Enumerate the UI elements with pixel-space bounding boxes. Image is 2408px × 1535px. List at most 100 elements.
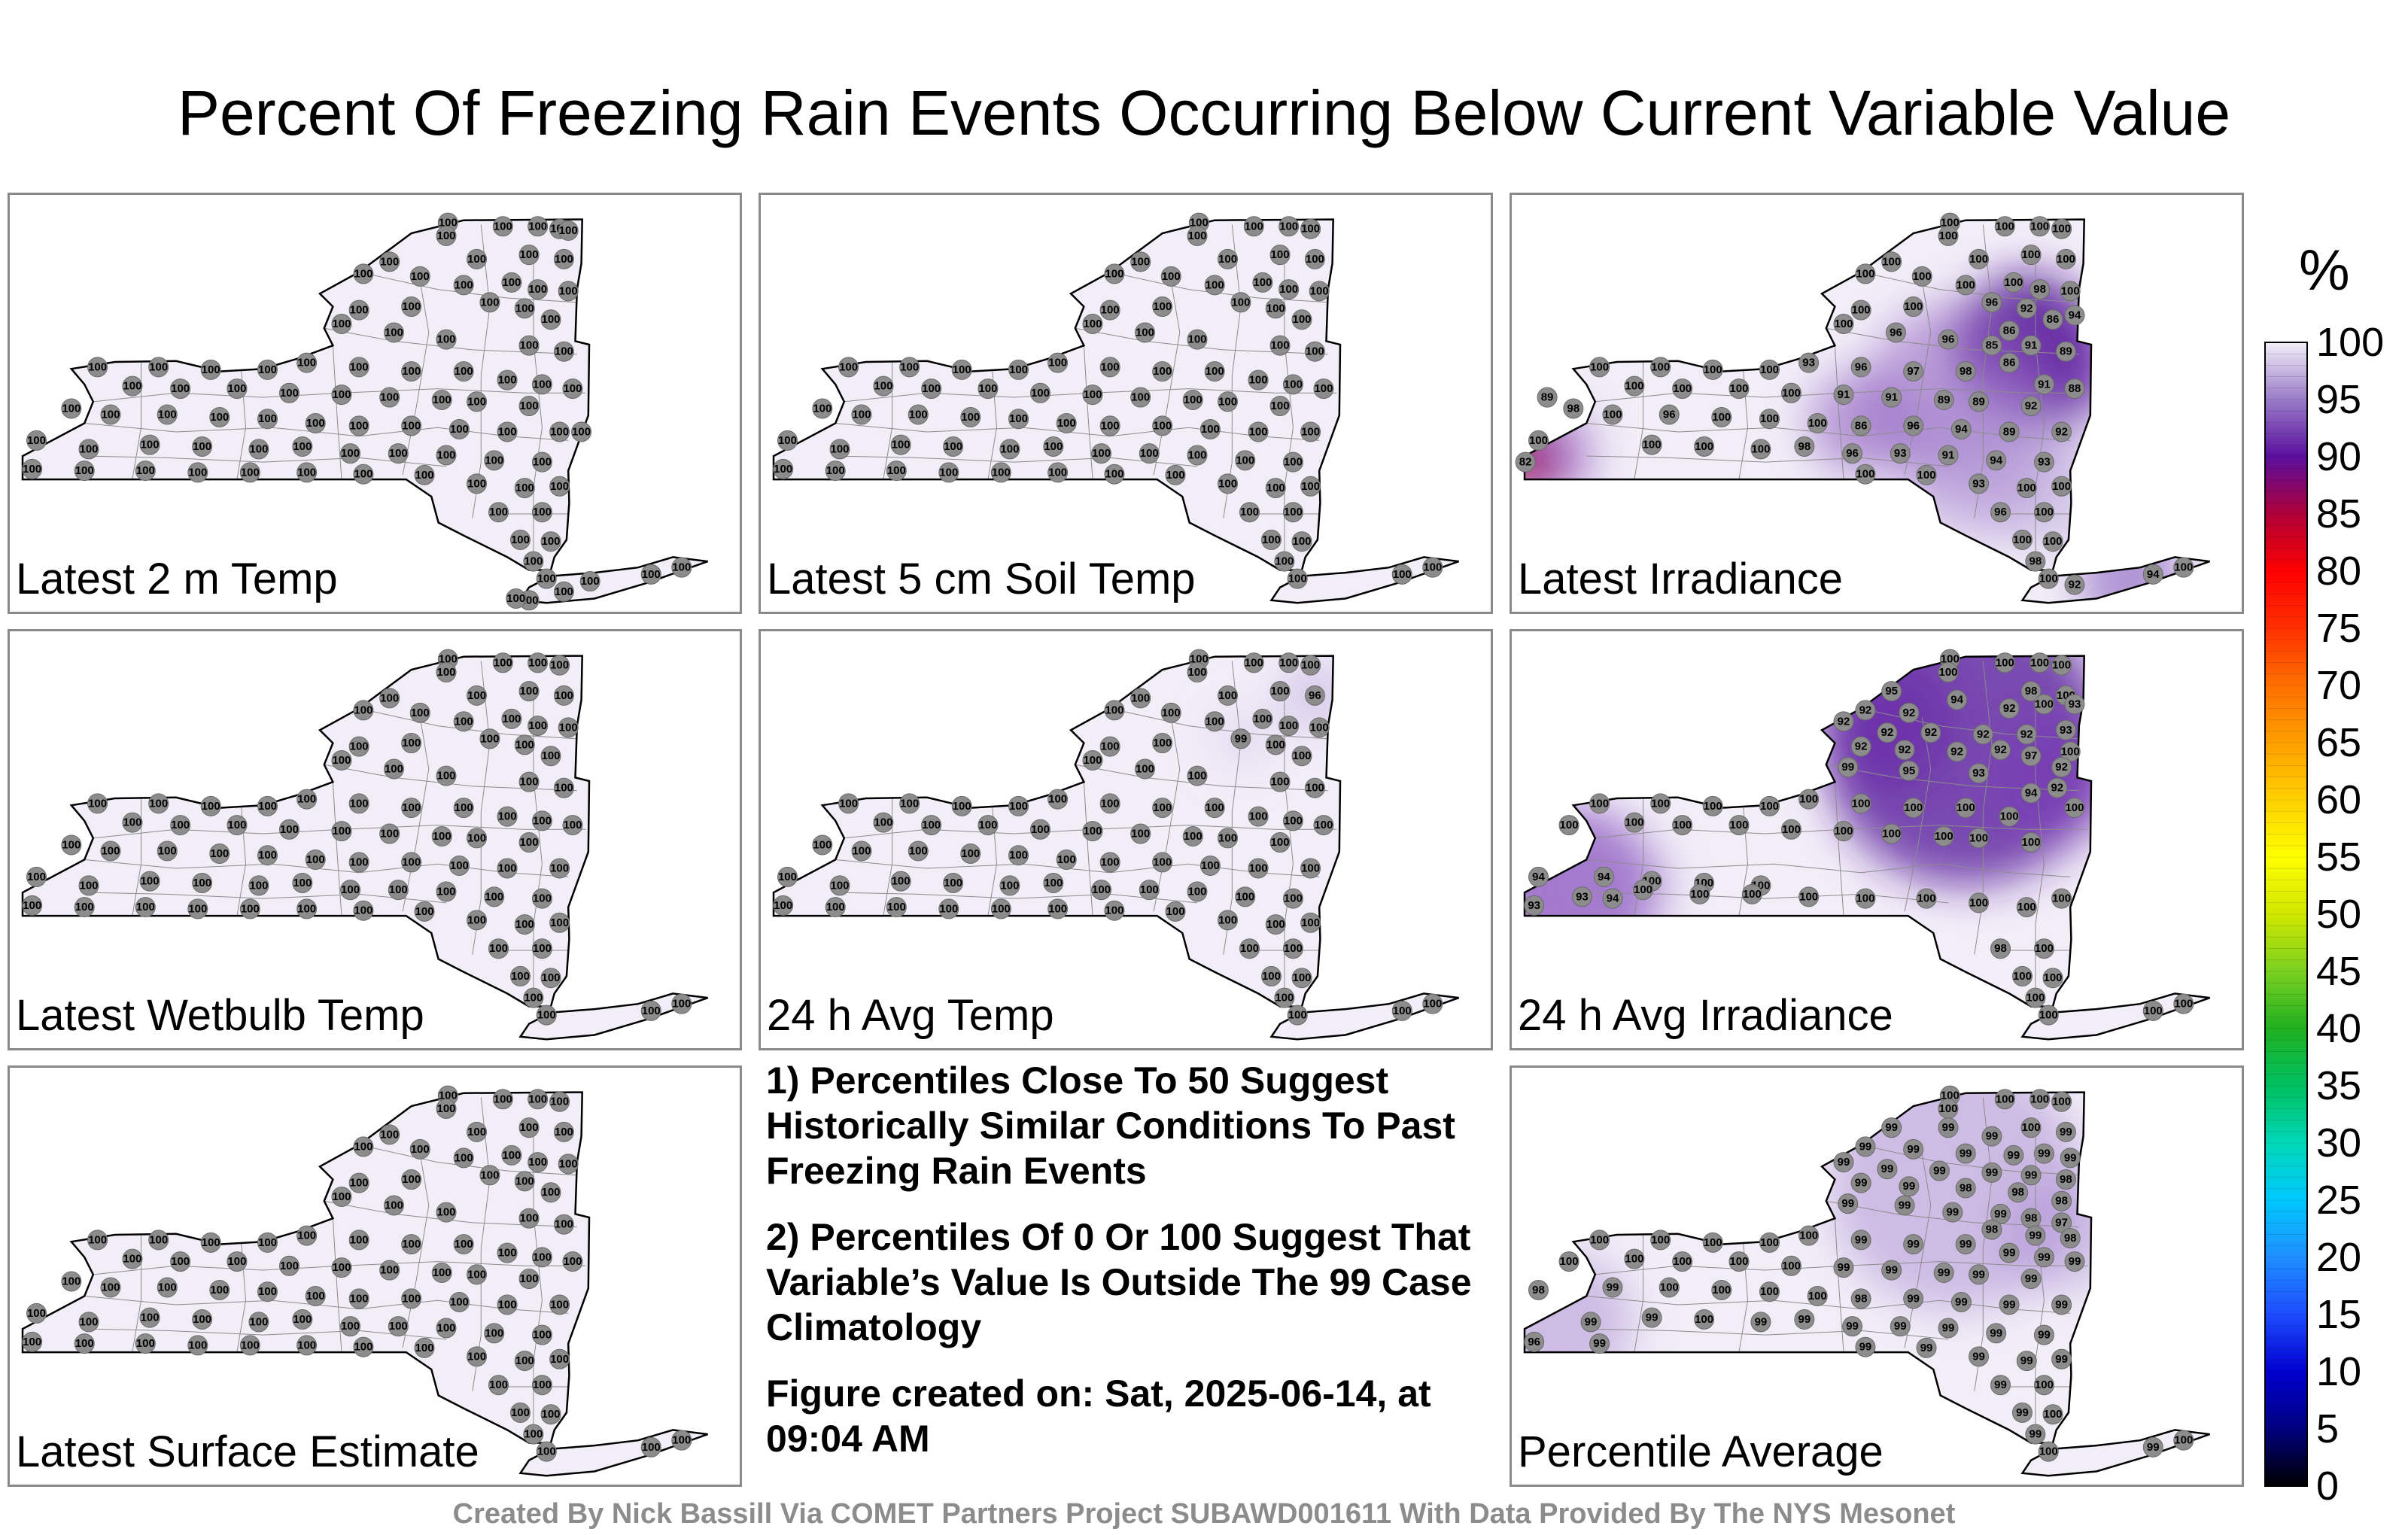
station-marker: 100 <box>514 914 535 935</box>
station-marker: 100 <box>436 1318 457 1339</box>
station-value: 96 <box>1986 296 1999 309</box>
panel-label: Latest Surface Estimate <box>16 1427 479 1476</box>
station-value: 100 <box>402 1238 421 1251</box>
station-marker: 100 <box>571 421 592 442</box>
station-value: 100 <box>1279 220 1298 233</box>
station-value: 100 <box>1673 382 1692 395</box>
station-value: 100 <box>2022 248 2041 261</box>
station-marker: 100 <box>122 375 143 397</box>
station-value: 92 <box>1859 704 1872 716</box>
station-marker: 99 <box>1855 1136 1876 1157</box>
station-marker: 100 <box>518 681 540 702</box>
station-marker: 100 <box>122 1248 143 1269</box>
station-value: 100 <box>293 877 312 889</box>
station-marker: 100 <box>2038 1005 2059 1026</box>
station-value: 100 <box>1048 902 1067 915</box>
county-line <box>1586 859 2071 877</box>
station-value: 100 <box>2174 998 2193 1011</box>
station-marker: 100 <box>1269 245 1291 266</box>
station-marker: 100 <box>348 736 369 757</box>
station-value: 91 <box>1885 391 1898 404</box>
station-marker: 100 <box>436 661 457 682</box>
county-line <box>84 892 447 904</box>
station-marker: 100 <box>1916 888 1937 909</box>
station-marker: 100 <box>488 1375 509 1396</box>
station-marker: 100 <box>528 216 549 237</box>
station-value: 99 <box>1938 1266 1950 1279</box>
station-marker: 99 <box>1881 1260 1902 1281</box>
station-marker: 100 <box>87 1230 108 1251</box>
station-value: 100 <box>1310 721 1329 734</box>
station-value: 100 <box>1101 419 1120 432</box>
station-value: 100 <box>520 1272 539 1285</box>
station-marker: 100 <box>640 1436 661 1457</box>
station-marker: 99 <box>1933 1262 1954 1283</box>
station-marker: 100 <box>1694 1309 1715 1330</box>
station-value: 100 <box>1275 992 1294 1005</box>
station-marker: 100 <box>78 439 99 460</box>
station-value: 100 <box>1306 782 1324 795</box>
station-marker: 94 <box>1593 866 1614 887</box>
state-outline <box>1523 218 2093 571</box>
station-value: 100 <box>1314 382 1333 395</box>
station-marker: 100 <box>553 248 574 269</box>
station-value: 100 <box>389 1320 408 1333</box>
station-marker: 100 <box>431 825 452 847</box>
station-marker: 100 <box>1099 357 1120 378</box>
station-value: 96 <box>1907 419 1920 432</box>
station-value: 100 <box>961 411 980 424</box>
station-marker: 100 <box>331 749 352 771</box>
station-marker: 99 <box>2025 1424 2046 1445</box>
station-marker: 100 <box>531 888 552 909</box>
station-value: 99 <box>1933 1165 1946 1178</box>
station-value: 99 <box>1990 1327 2002 1339</box>
station-value: 89 <box>2003 425 2016 438</box>
station-value: 100 <box>411 707 430 719</box>
station-marker: 99 <box>1903 1138 1924 1160</box>
station-value: 100 <box>2052 892 2071 905</box>
station-marker: 100 <box>2060 741 2081 762</box>
station-marker: 100 <box>1807 412 1828 433</box>
station-value: 100 <box>380 1264 399 1277</box>
station-marker: 100 <box>1589 357 1610 378</box>
station-marker: 100 <box>1252 272 1273 293</box>
station-value: 92 <box>1838 715 1850 728</box>
station-value: 100 <box>385 326 403 339</box>
station-value: 92 <box>2025 400 2038 412</box>
station-value: 100 <box>332 1261 351 1274</box>
station-marker: 100 <box>1994 652 2015 673</box>
station-marker: 100 <box>448 856 470 877</box>
county-line <box>1904 281 1932 476</box>
colorbar-tick-label: 0 <box>2316 1464 2340 1509</box>
station-value: 100 <box>1808 1290 1827 1302</box>
station-value: 100 <box>887 464 906 477</box>
station-value: 100 <box>581 575 600 588</box>
station-value: 100 <box>1153 300 1172 313</box>
station-marker: 100 <box>2051 1091 2072 1112</box>
station-value: 100 <box>1279 656 1298 669</box>
station-marker: 100 <box>479 1165 500 1186</box>
station-marker: 100 <box>1182 825 1203 847</box>
map-panel-latest-2-m-temp: 100 100 100 100 100 100 100 100 100 100 100 100 100 1… <box>8 193 742 614</box>
station-marker: 100 <box>484 1323 505 1344</box>
station-marker: 100 <box>1278 216 1300 237</box>
station-marker: 100 <box>453 711 474 732</box>
station-marker: 100 <box>1702 359 1723 380</box>
station-value: 100 <box>341 883 360 896</box>
station-value: 100 <box>293 1313 312 1326</box>
station-marker: 100 <box>209 843 230 864</box>
station-marker: 100 <box>453 1147 474 1169</box>
station-marker: 100 <box>1082 821 1103 842</box>
station-marker: 100 <box>1260 529 1282 550</box>
station-marker: 100 <box>1994 216 2015 237</box>
station-value: 93 <box>1894 447 1907 460</box>
station-marker: 100 <box>1850 793 1871 814</box>
station-marker: 100 <box>1850 299 1871 321</box>
station-marker: 100 <box>379 251 400 272</box>
station-marker: 100 <box>1218 391 1239 412</box>
panel-label: Latest 2 m Temp <box>16 555 338 603</box>
station-value: 99 <box>1855 1177 1868 1190</box>
station-marker: 99 <box>1230 728 1251 749</box>
station-marker: 100 <box>518 335 540 356</box>
station-value: 100 <box>1131 255 1150 268</box>
